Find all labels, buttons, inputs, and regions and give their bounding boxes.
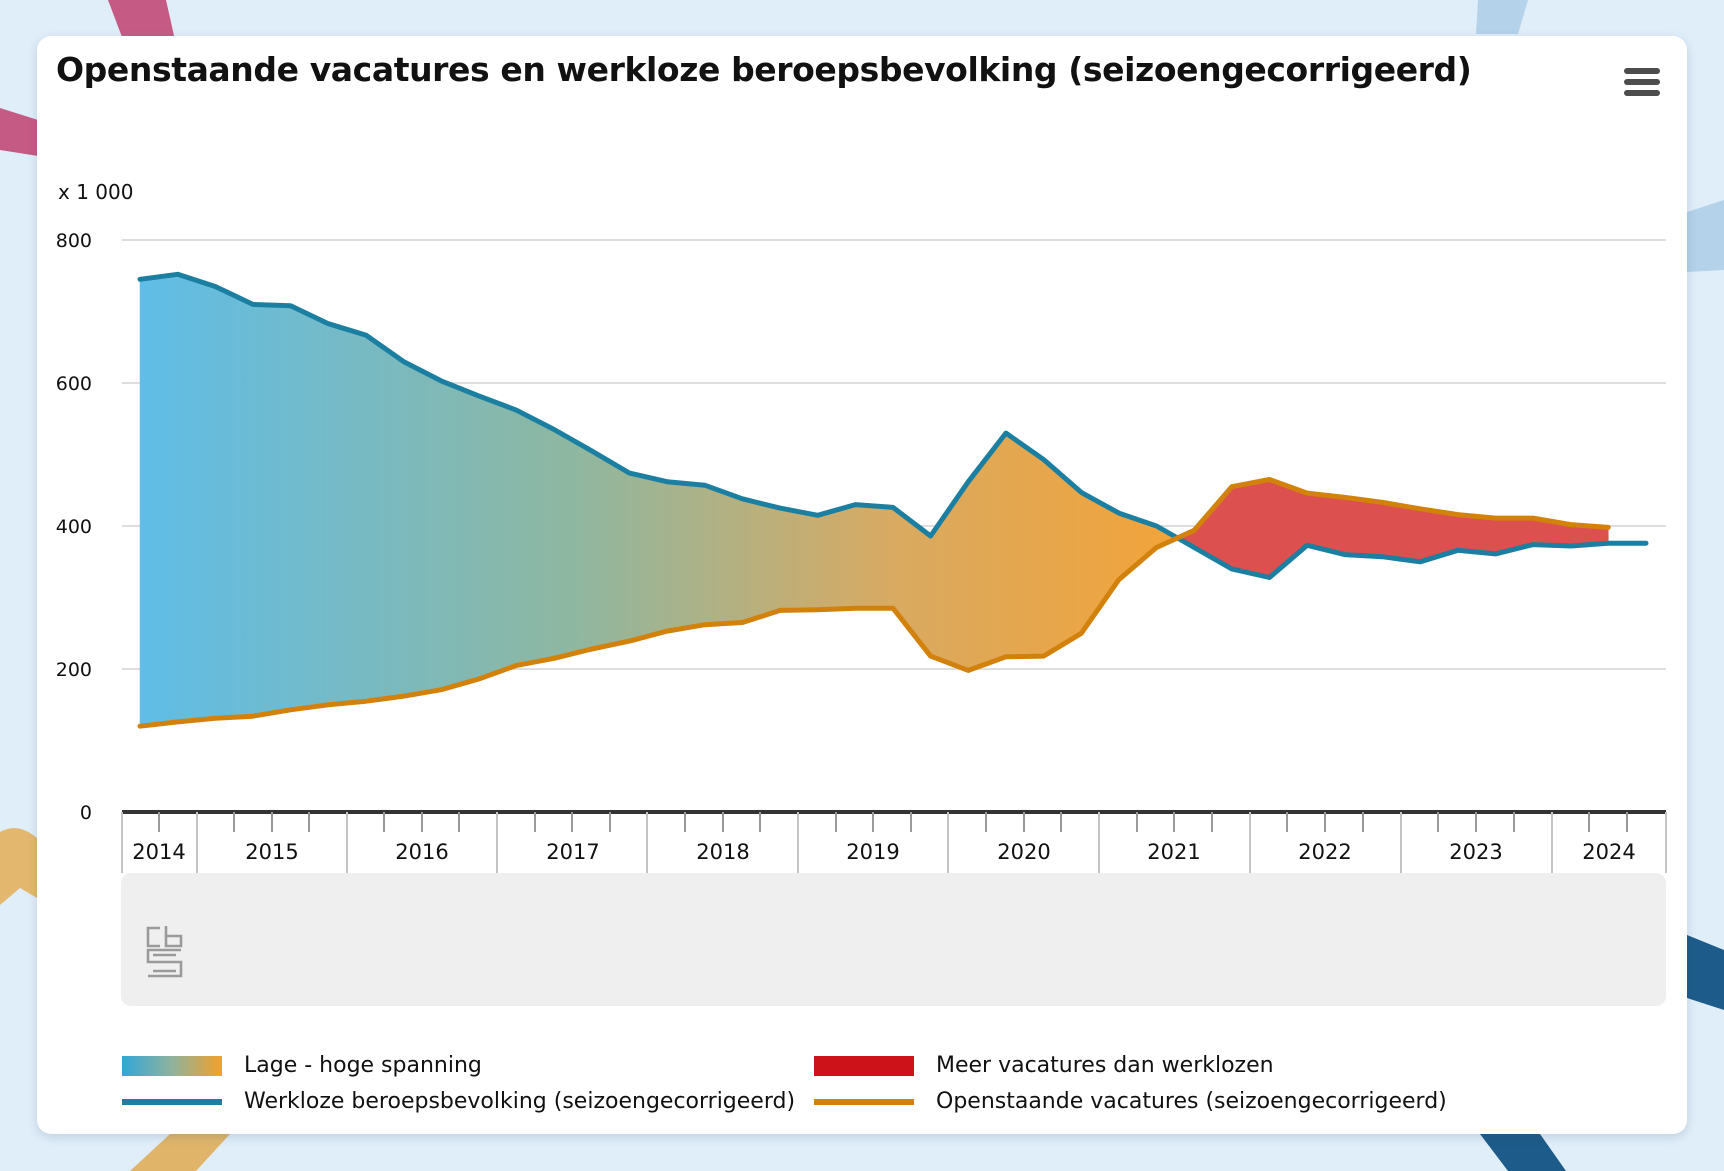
legend-line-blue [122, 1099, 222, 1105]
x-tick-label: 2014 [132, 840, 185, 864]
legend-swatch-gradient [122, 1056, 222, 1076]
y-tick-label: 800 [56, 230, 92, 252]
area-more-vacancies [1344, 497, 1383, 557]
cbs-logo [146, 926, 183, 978]
area-spanning [817, 504, 856, 610]
y-tick-label: 600 [56, 373, 92, 395]
legend-label: Openstaande vacatures (seizoengecorrigee… [936, 1089, 1447, 1114]
series-line-werkloze [137, 271, 1649, 580]
y-tick-label: 200 [56, 659, 92, 681]
x-tick-label: 2023 [1449, 840, 1502, 864]
chart-areas [139, 273, 1609, 727]
x-tick-label: 2019 [846, 840, 899, 864]
area-spanning [252, 304, 291, 717]
area-spanning [516, 409, 555, 666]
area-spanning [328, 323, 367, 706]
area-spanning [553, 429, 593, 659]
x-tick-label: 2022 [1298, 840, 1351, 864]
area-spanning [1005, 432, 1044, 658]
area-spanning [139, 274, 178, 727]
x-tick-label: 2017 [546, 840, 599, 864]
area-spanning [779, 507, 818, 611]
x-tick-label: 2015 [245, 840, 298, 864]
area-spanning [591, 450, 630, 650]
y-unit-label: x 1 000 [58, 180, 133, 204]
x-tick-label: 2021 [1147, 840, 1200, 864]
area-spanning [365, 334, 404, 702]
series-line-vacatures [137, 477, 1611, 729]
area-spanning [290, 305, 329, 711]
legend-label: Werkloze beroepsbevolking (seizoengecorr… [244, 1089, 796, 1114]
area-more-vacancies [1231, 479, 1270, 578]
area-spanning [855, 504, 894, 609]
area-more-vacancies [1382, 502, 1421, 563]
area-spanning [629, 472, 668, 642]
x-tick-label: 2024 [1582, 840, 1635, 864]
legend-label: Lage - hoge spanning [244, 1053, 482, 1078]
legend-swatch-red [814, 1056, 914, 1076]
navigator-panel[interactable] [121, 873, 1666, 1006]
y-tick-label: 0 [80, 802, 92, 824]
area-spanning [403, 361, 442, 697]
y-axis: 0 200 400 600 800 [56, 230, 92, 824]
y-tick-label: 400 [56, 516, 92, 538]
area-more-vacancies [1457, 514, 1496, 555]
legend-line-orange [814, 1099, 914, 1105]
chart-title: Openstaande vacatures en werkloze beroep… [56, 50, 1472, 89]
x-tick-label: 2020 [997, 840, 1050, 864]
area-spanning [177, 273, 216, 723]
area-spanning [215, 286, 254, 719]
area-spanning [440, 380, 480, 691]
x-tick-label: 2018 [696, 840, 749, 864]
area-spanning [1081, 491, 1120, 635]
area-spanning [742, 498, 781, 623]
x-tick-label: 2016 [395, 840, 448, 864]
area-spanning [704, 484, 743, 625]
hamburger-menu-icon[interactable] [1624, 68, 1660, 98]
area-spanning [478, 395, 517, 680]
chart-lines [137, 271, 1649, 729]
x-axis: 2014 2015 2016 2017 2018 2019 2020 2021 2022 2023… [121, 810, 1667, 873]
area-spanning [968, 432, 1007, 671]
area-spanning [666, 481, 706, 632]
legend-label: Meer vacatures dan werklozen [936, 1053, 1274, 1078]
